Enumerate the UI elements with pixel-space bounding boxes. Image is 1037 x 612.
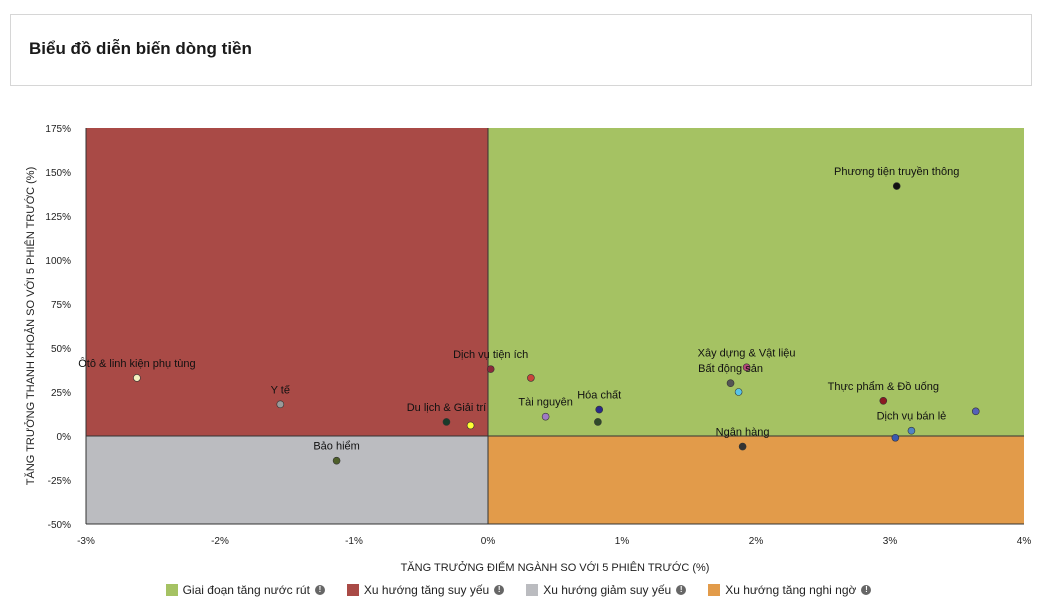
point-label: Tài nguyên xyxy=(518,397,572,409)
quadrant-accelerating xyxy=(488,128,1024,436)
info-icon[interactable]: ! xyxy=(494,585,505,595)
point-label: Hóa chất xyxy=(577,390,621,402)
legend-label: Xu hướng tăng suy yếu xyxy=(363,583,490,597)
y-tick-label: 150% xyxy=(45,168,71,179)
page-title: Biểu đồ diễn biến dòng tiền xyxy=(29,39,252,58)
point-label: Ngân hàng xyxy=(716,427,770,439)
quadrant-weakening-up xyxy=(86,128,488,436)
point-label: Bảo hiểm xyxy=(313,441,359,453)
x-tick-label: 3% xyxy=(883,536,898,547)
data-point[interactable] xyxy=(726,379,735,388)
point-label: Y tế xyxy=(271,384,290,396)
data-point[interactable] xyxy=(442,418,451,426)
legend-swatch xyxy=(708,584,721,596)
data-point[interactable] xyxy=(133,374,141,382)
axes: -3% -2% -1% 0% 1% 2% 3% 4% -50% -25% 0% 25% 50% 75% 10… xyxy=(45,124,1031,547)
quadrant-backgrounds xyxy=(86,128,1024,524)
x-tick-label: -3% xyxy=(77,536,95,547)
legend-label: Giai đoạn tăng nước rút xyxy=(182,583,310,597)
point-label: Thực phẩm & Đồ uống xyxy=(828,381,939,393)
info-icon[interactable]: ! xyxy=(861,585,872,595)
data-point[interactable] xyxy=(595,405,604,414)
point-labels: Ôtô & linh kiện phụ tùng Y tế Bảo hiểm Du l… xyxy=(78,166,959,453)
info-icon[interactable]: ! xyxy=(676,585,687,595)
data-point[interactable] xyxy=(541,412,550,421)
legend-item-4[interactable]: Xu hướng tăng nghi ngờ ! xyxy=(708,583,872,597)
data-point[interactable] xyxy=(738,442,747,451)
x-tick-label: -2% xyxy=(211,536,229,547)
y-axis-label: TĂNG TRƯỞNG THANH KHOẢN SO VỚI 5 PHIÊN T… xyxy=(24,167,37,485)
point-label: Ôtô & linh kiện phụ tùng xyxy=(78,357,195,370)
data-point[interactable] xyxy=(527,374,535,382)
y-tick-label: 50% xyxy=(51,344,71,355)
legend-label: Xu hướng tăng nghi ngờ xyxy=(725,583,857,597)
legend: Giai đoạn tăng nước rút ! Xu hướng tăng … xyxy=(0,583,1037,597)
x-tick-label: 2% xyxy=(749,536,764,547)
info-icon[interactable]: ! xyxy=(314,585,325,595)
data-point[interactable] xyxy=(742,363,751,372)
data-point[interactable] xyxy=(971,407,980,416)
data-points xyxy=(133,182,980,465)
x-tick-label: -1% xyxy=(345,536,363,547)
y-tick-label: -25% xyxy=(48,476,71,487)
data-point[interactable] xyxy=(879,396,888,405)
y-tick-label: 25% xyxy=(51,388,71,399)
data-point[interactable] xyxy=(734,388,743,396)
legend-swatch xyxy=(346,584,359,596)
data-point[interactable] xyxy=(891,433,900,442)
data-point[interactable] xyxy=(486,365,495,373)
data-point[interactable] xyxy=(594,418,602,426)
legend-item-2[interactable]: Xu hướng tăng suy yếu ! xyxy=(346,583,505,597)
quadrant-doubtful-up xyxy=(488,436,1024,524)
data-point[interactable] xyxy=(466,421,475,430)
legend-label: Xu hướng giảm suy yếu xyxy=(543,583,672,597)
data-point[interactable] xyxy=(276,400,285,409)
x-tick-label: 1% xyxy=(615,536,630,547)
data-point[interactable] xyxy=(332,456,341,465)
data-point[interactable] xyxy=(892,182,901,190)
legend-swatch xyxy=(526,584,539,596)
point-label: Dịch vụ bán lẻ xyxy=(877,411,947,423)
data-point[interactable] xyxy=(907,426,916,435)
y-tick-label: 0% xyxy=(57,432,72,443)
y-tick-label: 175% xyxy=(45,124,71,135)
y-tick-label: 75% xyxy=(51,300,71,311)
legend-item-3[interactable]: Xu hướng giảm suy yếu ! xyxy=(526,583,687,597)
y-tick-label: 125% xyxy=(45,212,71,223)
quadrant-weakening-down xyxy=(86,436,488,524)
legend-swatch xyxy=(165,584,178,596)
point-label: Phương tiện truyền thông xyxy=(834,166,959,178)
y-tick-label: 100% xyxy=(45,256,71,267)
point-label: Xây dựng & Vật liệu xyxy=(698,347,796,359)
x-axis-label: TĂNG TRƯỞNG ĐIỂM NGÀNH SO VỚI 5 PHIÊN TR… xyxy=(401,561,710,574)
point-label: Dịch vụ tiện ích xyxy=(453,349,528,361)
x-tick-label: 0% xyxy=(481,536,496,547)
y-tick-label: -50% xyxy=(48,520,71,531)
point-label: Bất động sản xyxy=(698,363,763,375)
point-label: Du lịch & Giải trí xyxy=(407,402,486,414)
x-tick-label: 4% xyxy=(1017,536,1032,547)
legend-item-1[interactable]: Giai đoạn tăng nước rút ! xyxy=(165,583,325,597)
header-card: Biểu đồ diễn biến dòng tiền xyxy=(10,14,1032,86)
